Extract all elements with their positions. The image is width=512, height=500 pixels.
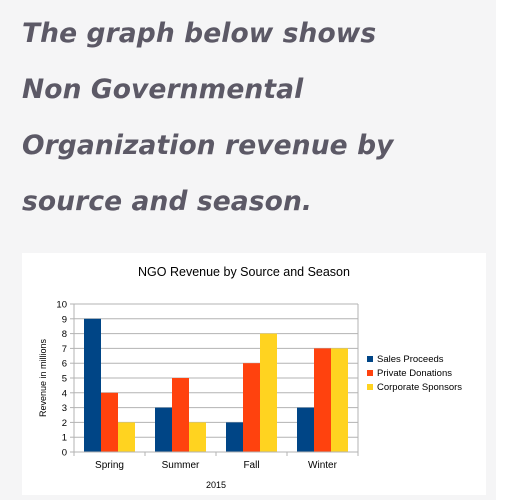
y-tick-label: 2 xyxy=(62,418,67,429)
bar xyxy=(101,392,118,452)
y-tick-label: 0 xyxy=(62,448,67,459)
heading-line: Non Governmental xyxy=(22,74,304,105)
y-tick-label: 7 xyxy=(62,344,67,355)
y-tick-label: 8 xyxy=(62,329,67,340)
legend-swatch xyxy=(367,370,373,376)
x-tick-label: Winter xyxy=(308,460,338,471)
chart-card: NGO Revenue by Source and Season 0 1 2 3 4 5 6 7… xyxy=(22,253,486,495)
bar xyxy=(189,422,206,452)
bar xyxy=(331,348,348,452)
heading-text: The graph below shows Non Governmental O… xyxy=(22,6,492,230)
chart-title: NGO Revenue by Source and Season xyxy=(138,265,350,279)
legend-swatch xyxy=(367,356,373,362)
bar xyxy=(297,407,314,452)
y-axis-title: Revenue in millions xyxy=(38,338,48,417)
y-tick-label: 4 xyxy=(62,388,67,399)
bar xyxy=(172,378,189,452)
page-margin xyxy=(496,0,512,500)
x-axis-title: 2015 xyxy=(206,480,226,490)
heading-line: source and season. xyxy=(22,186,313,217)
y-tick-label: 3 xyxy=(62,403,67,414)
legend-label: Sales Proceeds xyxy=(377,354,444,365)
bar xyxy=(226,422,243,452)
y-tick-label: 5 xyxy=(62,374,67,385)
legend-swatch xyxy=(367,384,373,390)
legend-label: Private Donations xyxy=(377,368,452,379)
bar xyxy=(118,422,135,452)
legend-label: Corporate Sponsors xyxy=(377,382,462,393)
x-tick-label: Fall xyxy=(243,460,259,471)
x-tick-label: Spring xyxy=(95,460,124,471)
bar xyxy=(155,407,172,452)
bar xyxy=(243,363,260,452)
heading-line: The graph below shows xyxy=(22,18,377,49)
bar xyxy=(314,348,331,452)
y-tick-label: 9 xyxy=(62,314,67,325)
y-tick-label: 6 xyxy=(62,359,67,370)
y-tick-label: 1 xyxy=(62,433,67,444)
x-tick-label: Summer xyxy=(162,460,200,471)
heading-line: Organization revenue by xyxy=(22,130,394,161)
bar xyxy=(260,333,277,452)
y-tick-label: 10 xyxy=(56,300,67,311)
bar-chart: NGO Revenue by Source and Season 0 1 2 3 4 5 6 7… xyxy=(38,265,462,490)
bar xyxy=(84,318,101,452)
